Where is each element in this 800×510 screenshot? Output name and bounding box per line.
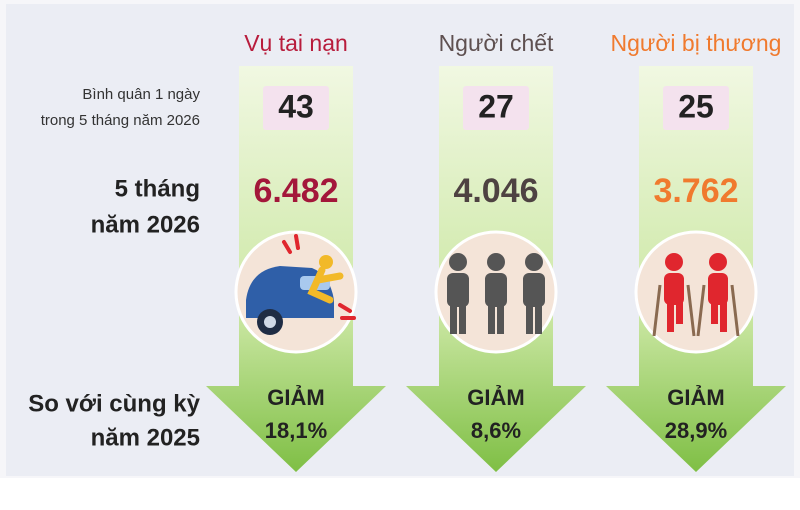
total-value: 6.482 (253, 172, 338, 210)
change-value: 18,1% (265, 418, 327, 443)
people-icon (434, 230, 558, 354)
daily-box (263, 86, 329, 130)
total-value: 3.762 (653, 172, 738, 210)
daily-value: 25 (678, 88, 714, 124)
row-label: Bình quân 1 ngày (82, 86, 200, 103)
change-value: 8,6% (471, 418, 521, 443)
change-label: GIẢM (467, 385, 524, 410)
icons (234, 230, 758, 354)
change-label: GIẢM (667, 385, 724, 410)
row-label: So với cùng kỳ (28, 390, 200, 417)
total-value: 4.046 (453, 172, 538, 210)
column-title: Người chết (439, 30, 554, 56)
footer-strip (0, 478, 800, 510)
column-title: Người bị thương (611, 30, 782, 56)
row-label: năm 2025 (91, 424, 200, 451)
daily-value: 27 (478, 88, 514, 124)
column-title: Vụ tai nạn (244, 30, 348, 56)
daily-box (463, 86, 529, 130)
injured-icon (634, 230, 758, 354)
daily-box (663, 86, 729, 130)
change-value: 28,9% (665, 418, 727, 443)
car-icon (234, 230, 358, 354)
row-label: trong 5 tháng năm 2026 (41, 112, 200, 129)
row-label: năm 2026 (91, 211, 200, 238)
daily-value: 43 (278, 88, 314, 124)
change-label: GIẢM (267, 385, 324, 410)
row-label: 5 tháng (115, 175, 200, 202)
